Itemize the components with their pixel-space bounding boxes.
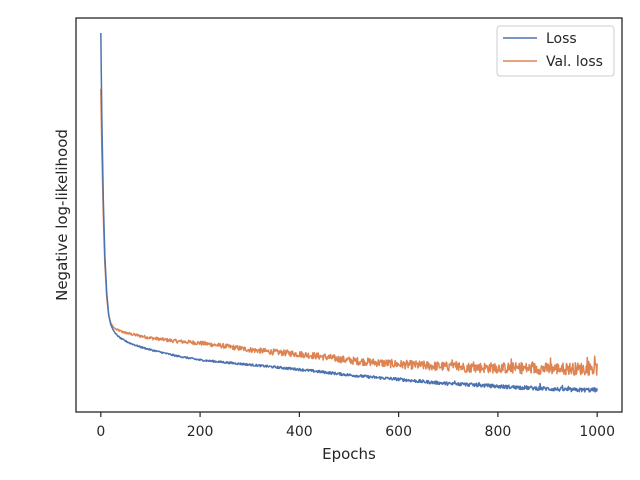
x-tick-label: 600 [385, 424, 412, 440]
plot-frame [75, 17, 623, 413]
legend: Loss Val. loss [496, 25, 615, 77]
x-tick-label: 800 [485, 424, 512, 440]
legend-label-val-loss: Val. loss [546, 54, 603, 70]
x-axis-ticks: 0 200 400 600 800 1000 [96, 412, 615, 440]
x-axis-label: Epochs [322, 445, 376, 463]
x-tick-label: 200 [187, 424, 214, 440]
x-tick-label: 0 [96, 424, 105, 440]
x-tick-label: 1000 [579, 424, 615, 440]
plot-lines [100, 32, 598, 393]
series-line-val-loss [100, 88, 598, 376]
series-line-loss [100, 32, 598, 393]
x-tick-label: 400 [286, 424, 313, 440]
legend-label-loss: Loss [546, 31, 577, 47]
y-axis-label: Negative log-likelihood [53, 129, 71, 301]
